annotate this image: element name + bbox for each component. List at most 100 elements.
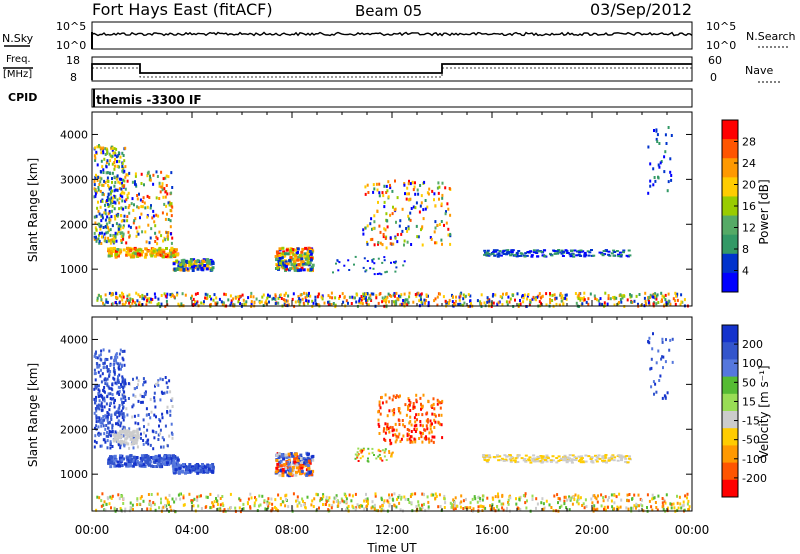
range-cell [121,162,124,166]
range-cell [369,238,372,242]
range-cell [168,200,171,204]
range-cell [549,297,551,301]
range-cell [612,459,616,462]
range-cell [414,181,416,185]
range-cell [122,219,125,222]
range-cell [655,361,658,365]
range-cell [208,260,212,263]
range-cell [604,508,607,512]
range-cell [120,241,123,244]
range-cell [522,296,525,300]
range-cell [107,247,111,251]
range-cell [119,429,123,433]
range-cell [219,503,222,507]
range-cell [138,502,141,506]
range-cell [155,213,158,217]
power-ylabel: Slant Range [km] [26,158,40,262]
range-cell [109,238,112,242]
range-cell [156,492,159,496]
range-cell [380,395,383,399]
range-cell [425,419,428,423]
range-cell [298,472,302,476]
range-cell [107,198,110,202]
range-cell [122,232,125,236]
range-cell [377,200,379,204]
colorbar-segment [722,325,738,343]
range-cell [389,184,391,188]
range-cell [662,507,665,511]
range-cell [583,296,585,300]
range-cell [139,295,142,299]
range-cell [387,427,390,431]
range-cell [105,424,108,427]
range-cell [139,393,142,397]
range-cell [125,241,128,245]
range-cell [394,179,396,183]
range-cell [140,250,144,254]
range-cell [128,446,131,450]
range-cell [144,295,147,299]
range-cell [327,294,330,298]
nave-label: Nave [745,64,773,77]
range-cell [472,507,475,511]
range-cell [170,202,173,206]
range-cell [127,206,130,210]
range-cell [214,302,217,306]
range-cell [682,503,685,507]
range-cell [117,375,119,379]
range-cell [132,221,135,225]
range-cell [115,361,118,365]
range-cell [164,217,167,221]
range-cell [250,496,253,500]
range-cell [497,254,501,257]
range-cell [624,460,628,463]
range-cell [394,207,397,211]
range-cell [109,154,112,158]
range-cell [655,129,658,133]
range-cell [502,508,505,512]
range-cell [292,264,296,268]
range-cell [297,263,301,266]
range-cell [138,253,142,257]
range-cell [428,431,431,435]
range-cell [184,465,188,468]
range-cell [406,192,409,196]
range-cell [282,250,286,254]
range-cell [121,428,124,432]
range-cell [306,257,310,261]
range-cell [375,294,378,298]
range-cell [128,235,131,239]
range-cell [520,457,524,460]
range-cell [410,207,413,210]
range-cell [189,262,193,266]
range-cell [141,230,144,234]
range-cell [511,249,514,252]
range-cell [570,461,574,464]
range-cell [121,291,123,295]
range-cell [117,230,120,233]
range-cell [679,502,682,506]
range-cell [122,295,125,299]
range-cell [653,293,656,296]
range-cell [371,451,374,454]
range-cell [164,190,167,194]
range-cell [255,498,257,502]
range-cell [229,303,232,307]
range-cell [486,249,490,252]
range-cell [311,469,315,473]
range-cell [300,250,304,254]
range-cell [565,461,569,464]
range-cell [515,252,519,255]
range-cell [516,461,520,463]
range-cell [169,413,172,417]
range-cell [492,456,496,458]
range-cell [545,460,549,463]
range-cell [105,434,108,438]
range-cell [668,348,671,352]
range-cell [581,504,584,507]
range-cell [653,176,656,179]
range-cell [117,381,120,384]
range-cell [652,496,655,500]
range-cell [440,423,443,427]
